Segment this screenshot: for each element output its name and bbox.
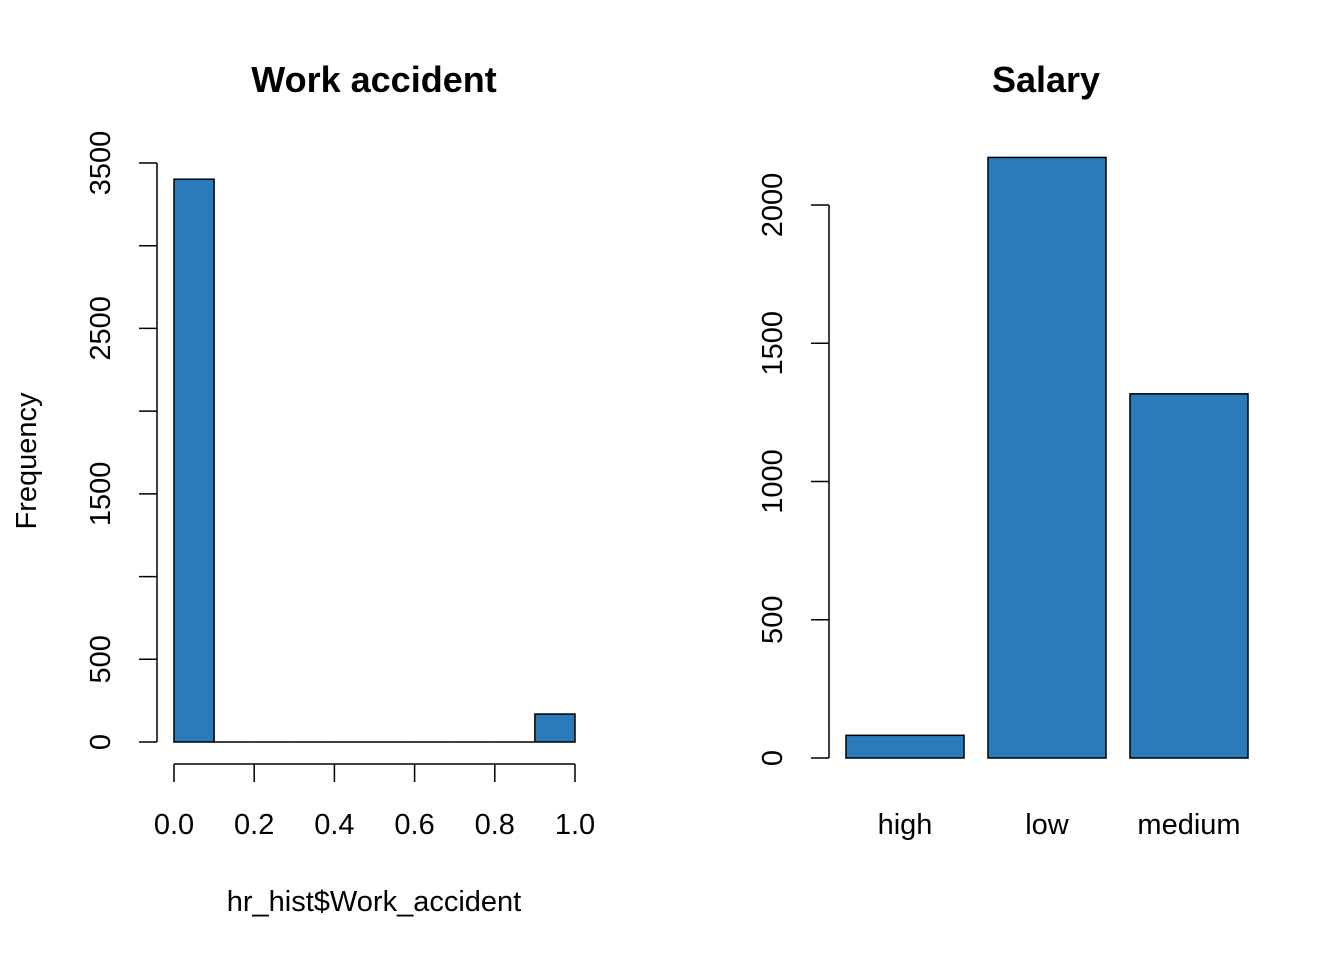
hist-y-tick-label: 500 xyxy=(85,635,117,683)
salary-bar-medium xyxy=(1129,393,1249,759)
hist-bar-9 xyxy=(534,713,576,743)
hist-y-axis-label: Frequency xyxy=(11,392,43,530)
hist-y-tick-label: 1500 xyxy=(85,462,117,527)
hist-bars xyxy=(173,178,576,743)
hist-y-axis: 0 500 1500 2500 3500 xyxy=(85,131,158,750)
salary-category-label-high: high xyxy=(878,809,933,841)
hist-x-tick-label: 1.0 xyxy=(555,809,595,841)
hist-y-tick-label: 0 xyxy=(85,734,117,750)
salary-category-label-medium: medium xyxy=(1137,809,1240,841)
salary-y-tick-label: 0 xyxy=(757,750,789,766)
hist-y-tick-label: 3500 xyxy=(85,131,117,196)
hist-bar-0 xyxy=(173,178,215,743)
hist-x-tick-label: 0.2 xyxy=(234,809,274,841)
salary-title: Salary xyxy=(992,59,1100,100)
hist-x-tick-label: 0.4 xyxy=(314,809,354,841)
salary-bar-chart: Salary 0 500 1000 1500 2000 high low medium xyxy=(757,59,1249,841)
salary-y-tick-label: 500 xyxy=(757,596,789,644)
salary-bar-high xyxy=(845,734,965,759)
work-accident-histogram: Work accident hr_hist$Work_accident Freq… xyxy=(11,59,595,918)
hist-x-tick-label: 0.6 xyxy=(394,809,434,841)
salary-y-tick-label: 1500 xyxy=(757,311,789,376)
hist-x-axis-label: hr_hist$Work_accident xyxy=(227,886,521,918)
hist-x-tick-label: 0.8 xyxy=(475,809,515,841)
salary-y-tick-label: 2000 xyxy=(757,173,789,238)
salary-category-label-low: low xyxy=(1025,809,1070,841)
salary-y-tick-label: 1000 xyxy=(757,449,789,514)
hist-x-tick-label: 0.0 xyxy=(154,809,194,841)
hist-y-tick-label: 2500 xyxy=(85,296,117,361)
salary-bar-low xyxy=(987,156,1107,759)
hist-x-axis: 0.0 0.2 0.4 0.6 0.8 1.0 xyxy=(154,763,595,841)
salary-y-axis: 0 500 1000 1500 2000 xyxy=(757,173,830,766)
hist-title: Work accident xyxy=(251,59,496,100)
salary-category-labels: high low medium xyxy=(878,809,1241,841)
salary-bars xyxy=(845,156,1249,759)
